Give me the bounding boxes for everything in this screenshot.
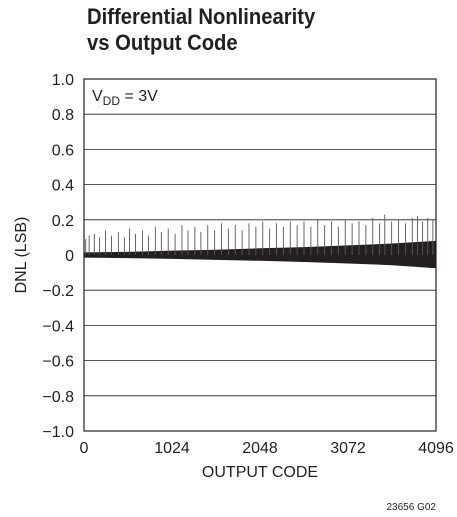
data-band-layer [84,240,436,269]
x-tick-label: 3072 [330,440,366,457]
vdd-annotation-rest: = 3V [120,88,158,105]
y-tick-label: 0.8 [52,107,74,124]
chart-title-line1: Differential Nonlinearity [87,4,316,29]
vdd-annotation-main: V [92,88,103,105]
y-tick-label: −0.4 [42,318,74,335]
y-tick-label: 1.0 [52,72,74,89]
x-tick-label: 1024 [154,440,190,457]
dnl-band [84,240,436,269]
y-tick-label: −0.6 [42,354,74,371]
x-tick-labels: 0 1024 2048 3072 4096 [80,440,454,457]
vdd-annotation-sub: DD [103,94,121,108]
y-tick-label: 0.6 [52,142,74,159]
x-tick-label: 0 [80,440,89,457]
figure-id: 23656 G02 [387,502,437,513]
x-axis-label: OUTPUT CODE [202,464,318,481]
y-axis-label: DNL (LSB) [13,217,30,294]
y-tick-label: 0 [65,248,74,265]
y-tick-label: −0.2 [42,283,74,300]
plot-frame [83,78,437,432]
y-tick-labels: 1.0 0.8 0.6 0.4 0.2 0 −0.2 −0.4 −0.6 −0.8 −1.0 [42,72,74,441]
x-tick-label: 4096 [418,440,454,457]
spike-layer [85,214,434,255]
vdd-annotation: VDD = 3V [92,88,158,108]
y-tick-label: 0.4 [52,178,74,195]
y-tick-label: −0.8 [42,389,74,406]
y-tick-label: −1.0 [42,424,74,441]
chart-title: Differential Nonlinearity vs Output Code [87,4,315,56]
chart-title-line2: vs Output Code [87,30,238,55]
x-tick-label: 2048 [242,440,278,457]
y-tick-label: 0.2 [52,213,74,230]
